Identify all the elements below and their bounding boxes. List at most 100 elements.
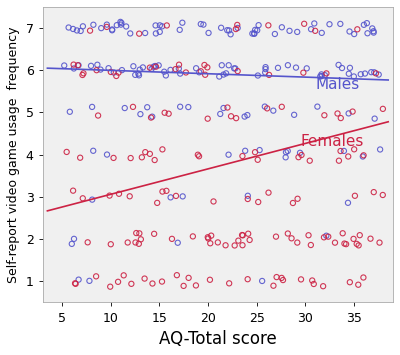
Point (351, 31, 357, 37)
Point (350, 109, 356, 114)
Point (164, 23, 170, 28)
Point (347, 279, 353, 285)
Point (142, 30, 148, 36)
Point (270, 283, 277, 289)
Point (351, 147, 357, 152)
Point (108, 69, 114, 75)
Point (279, 24, 285, 30)
Point (159, 147, 166, 152)
Point (78, 28, 84, 34)
Point (137, 111, 144, 117)
Point (114, 22, 120, 28)
Point (70, 26, 76, 32)
Point (161, 69, 167, 75)
Point (185, 104, 192, 110)
Point (354, 27, 360, 32)
Point (369, 26, 376, 31)
Point (156, 62, 162, 68)
Point (323, 71, 330, 76)
Point (115, 279, 121, 285)
Point (294, 196, 301, 202)
Point (198, 69, 204, 74)
Point (66, 25, 72, 31)
Point (244, 276, 251, 282)
Point (361, 22, 367, 28)
Point (218, 62, 225, 68)
Point (180, 193, 186, 199)
Point (336, 158, 342, 164)
Point (351, 73, 357, 79)
Point (321, 235, 327, 240)
Point (256, 22, 262, 28)
Point (104, 152, 110, 157)
Point (208, 233, 214, 239)
Point (272, 31, 278, 37)
Point (70, 188, 76, 193)
Point (245, 231, 251, 236)
Point (320, 283, 326, 289)
Point (364, 31, 371, 36)
Point (321, 113, 328, 118)
Point (93, 273, 99, 279)
Point (265, 22, 272, 28)
Point (266, 72, 272, 78)
Point (151, 231, 157, 237)
Point (223, 71, 229, 76)
Point (169, 236, 175, 242)
Point (297, 150, 303, 155)
Point (380, 192, 386, 198)
Point (174, 240, 181, 246)
Text: Males: Males (315, 77, 360, 92)
Point (285, 231, 291, 236)
Point (262, 70, 268, 75)
Point (74, 28, 80, 33)
Point (150, 64, 157, 70)
Point (98, 25, 104, 31)
Point (262, 66, 269, 72)
Point (106, 193, 113, 198)
Point (301, 21, 307, 27)
Point (352, 193, 358, 199)
Point (122, 105, 128, 111)
Point (141, 276, 148, 282)
Point (153, 64, 159, 70)
Point (220, 105, 227, 111)
Point (337, 148, 344, 154)
Point (345, 200, 351, 206)
Point (234, 68, 241, 74)
Point (264, 105, 270, 111)
Point (234, 22, 240, 28)
Point (157, 22, 163, 28)
Point (176, 62, 182, 67)
Point (278, 275, 285, 281)
Point (64, 149, 70, 155)
Point (380, 106, 386, 112)
Point (354, 241, 360, 247)
Point (177, 104, 183, 110)
Point (183, 70, 189, 75)
Point (207, 277, 213, 283)
Point (373, 71, 379, 76)
Point (80, 70, 87, 76)
Point (244, 112, 250, 118)
Point (70, 62, 77, 67)
Point (370, 189, 377, 195)
Point (86, 278, 93, 284)
Point (75, 62, 81, 68)
Point (218, 25, 224, 31)
Point (162, 110, 168, 116)
Point (314, 104, 320, 109)
Point (283, 149, 289, 155)
Point (79, 72, 86, 78)
Point (144, 104, 150, 110)
Point (343, 241, 349, 247)
Point (290, 200, 296, 206)
Point (371, 70, 378, 75)
Point (196, 70, 202, 75)
Point (233, 115, 239, 121)
Point (108, 241, 114, 247)
Point (235, 238, 242, 244)
Point (298, 277, 304, 282)
Point (69, 241, 75, 247)
Point (140, 65, 146, 70)
